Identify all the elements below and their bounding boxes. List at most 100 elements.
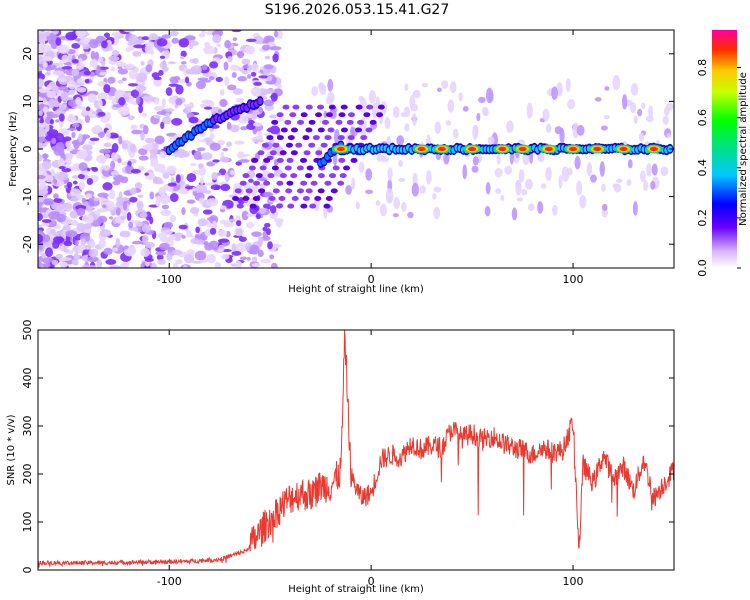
snr-x-label: Height of straight line (km) [288, 584, 424, 595]
spectrogram-speckle [260, 235, 271, 241]
spectrogram-peak-core [649, 146, 658, 152]
spectrogram-streak [537, 201, 544, 214]
spectrogram-diagonal-blob [282, 104, 290, 110]
spectrogram-speckle [141, 224, 152, 233]
spectrogram-speckle [198, 197, 205, 204]
spectrogram-speckle [153, 105, 165, 112]
spectrogram-streak [365, 168, 373, 181]
spectrogram-diagonal-blob [346, 119, 354, 125]
spectrogram-streak [494, 168, 503, 178]
spectrogram-speckle [250, 86, 262, 97]
spectrogram-speckle [155, 251, 167, 256]
spectrogram-speckle [46, 90, 56, 99]
spectrogram-speckle [112, 49, 120, 57]
spectrogram-speckle [169, 232, 175, 242]
spectrogram-speckle [51, 137, 57, 145]
spectrogram-speckle [172, 262, 179, 268]
spectrogram-diagonal-blob [300, 157, 308, 163]
spectrogram-speckle [76, 86, 87, 93]
spectrogram-streak [594, 97, 602, 102]
spectrogram-streak [633, 115, 638, 125]
spectrogram-diagonal-blob [295, 142, 303, 148]
spectrogram-speckle [270, 262, 278, 268]
spectrogram-diagonal-blob [339, 173, 347, 179]
spectrogram-streak [412, 89, 421, 99]
spectrogram-speckle [97, 131, 105, 138]
spectrogram-speckle [38, 230, 43, 234]
spectrogram-speckle [190, 163, 197, 167]
spectrogram-speckle [110, 134, 120, 139]
spectrogram-speckle [129, 187, 137, 195]
spectrogram-speckle [241, 69, 249, 75]
spectrogram-peak-core [518, 146, 527, 152]
spectrogram-speckle [130, 89, 140, 99]
spectrogram-streak [646, 163, 652, 177]
spectrogram-diagonal-blob [285, 188, 293, 194]
spectrogram-diagonal-blob [329, 173, 337, 179]
colorbar-ticks: 0.0 0.2 0.4 0.6 0.8 [696, 59, 741, 277]
spectrogram-streak [345, 185, 352, 195]
spectrogram-speckle [212, 159, 220, 163]
spectrogram-speckle [53, 198, 63, 203]
spectrogram-streak [385, 188, 394, 204]
spectrogram-speckle [136, 200, 144, 210]
spectrogram-speckle [168, 83, 179, 87]
spectrogram-speckle [78, 181, 86, 191]
spectrogram-diagonal-blob [337, 135, 345, 141]
spectrogram-speckle [78, 162, 88, 172]
spectrogram-speckle [131, 124, 138, 130]
spectrogram-speckle [169, 214, 177, 223]
spectrogram-speckle [182, 265, 188, 268]
spectrogram-speckle [176, 148, 187, 159]
spectrogram-speckle [235, 260, 243, 268]
spectrogram-speckle [48, 98, 56, 109]
spectrogram-speckle [269, 46, 282, 51]
spectrogram-speckle [269, 254, 275, 260]
spectrogram-diagonal-blob [284, 119, 292, 125]
spectrogram-speckle [163, 221, 174, 229]
spectrogram-diagonal-blob [305, 188, 313, 194]
spectrogram-speckle [87, 113, 98, 119]
spectrogram-streak [485, 87, 494, 104]
spectrogram-speckle [77, 173, 85, 180]
spectrogram-diagonal-blob [325, 196, 333, 202]
spectrogram-diagonal-blob [332, 165, 340, 171]
spectrogram-speckle [142, 94, 154, 102]
spectrogram-speckle [84, 79, 90, 84]
spectrogram-speckle [100, 60, 106, 66]
spectrogram-diagonal-blob [300, 112, 308, 118]
spectrogram-peak-core [468, 146, 477, 152]
spectrogram-speckle [61, 54, 69, 64]
spectrogram-speckle [242, 64, 249, 69]
spectrogram-speckle [111, 31, 124, 37]
spectrogram-streak [630, 83, 639, 96]
spectrogram-streak [368, 90, 376, 104]
spectrogram-diagonal-blob [285, 142, 293, 148]
spectrogram-speckle [251, 262, 261, 268]
spectrogram-speckle [97, 111, 106, 117]
spectrogram-streak [445, 120, 452, 126]
spectrogram-speckle [117, 79, 124, 84]
spectrogram-speckle [83, 223, 93, 230]
spectrogram-speckle [61, 65, 73, 70]
spectrogram-speckle [111, 97, 117, 106]
spectrogram-speckle [99, 229, 112, 237]
spectrogram-speckle [51, 259, 59, 266]
spectrogram-speckle [188, 116, 199, 124]
spectrogram-diagonal-blob [325, 112, 333, 118]
spectrogram-speckle [38, 109, 43, 117]
spectrogram-speckle [140, 60, 145, 66]
spectrogram-speckle [41, 252, 46, 259]
spectrogram-diagonal-blob [263, 180, 271, 186]
spectrogram-speckle [139, 81, 146, 86]
spectrogram-speckle [69, 210, 78, 219]
spectrogram-speckle [71, 131, 76, 139]
snr-x-tick-label: 100 [563, 575, 584, 588]
spectrogram-speckle [134, 182, 143, 190]
spectrogram-diagonal-blob [242, 173, 250, 179]
spectrogram-speckle [203, 241, 209, 246]
spectrogram-speckle [43, 198, 55, 206]
spectrogram-diagonal-blob [248, 165, 256, 171]
spectrogram-streak [365, 189, 374, 195]
